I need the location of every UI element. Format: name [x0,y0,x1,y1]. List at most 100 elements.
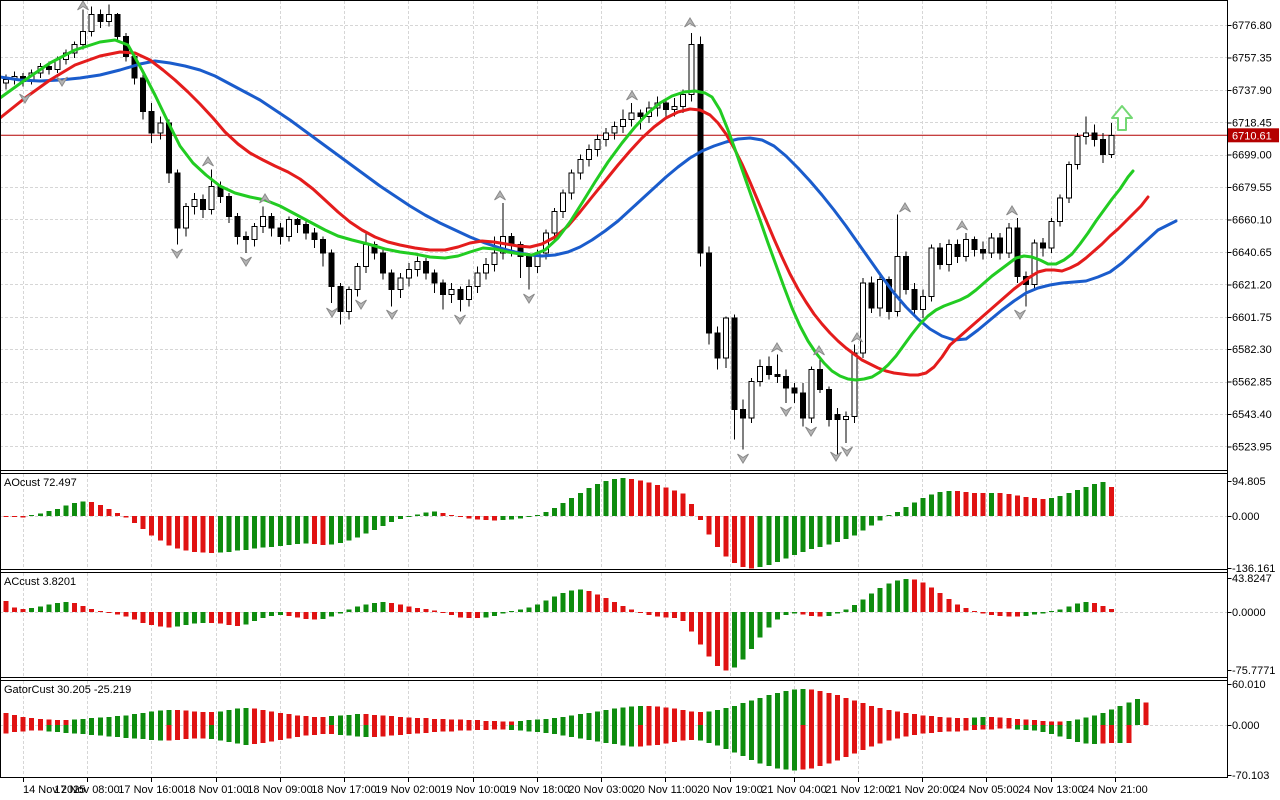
histogram-bar [252,708,258,725]
fractal-down-arrow-icon [355,299,367,310]
histogram-bar [474,725,480,730]
candle [971,239,978,251]
candle [731,317,738,411]
histogram-bar [269,711,275,725]
histogram-bar [123,516,129,518]
histogram-bar [1100,712,1106,725]
histogram-bar [80,718,86,725]
histogram-bar [903,507,909,516]
histogram-bar [1092,725,1098,745]
histogram-bar [209,612,215,623]
histogram-bar [500,612,506,614]
histogram-bar [1014,612,1020,617]
histogram-bar [903,725,909,737]
histogram-bar [552,596,558,612]
histogram-bar [89,718,95,725]
histogram-bar [132,725,138,739]
histogram-bar [97,504,103,516]
fractal-up-arrow-icon [851,332,863,343]
histogram-bar [1032,720,1038,725]
candle [877,279,884,309]
histogram-bar [997,492,1003,516]
histogram-bar [629,706,635,725]
histogram-bar [72,602,78,612]
histogram-bar [209,712,215,725]
histogram-bar [149,725,155,740]
fractal-down-arrow-icon [1014,309,1026,320]
histogram-bar [372,516,378,530]
histogram-bar [149,516,155,536]
histogram-bar [552,718,558,725]
histogram-bar [569,725,575,738]
candle [1082,132,1089,137]
candle [928,247,935,297]
histogram-bar [414,608,420,612]
histogram-bar [723,708,729,725]
histogram-bar [492,720,498,725]
candle [902,255,909,291]
histogram-bar [277,712,283,725]
histogram-bar [132,516,138,523]
histogram-bar [1006,725,1012,729]
histogram-bar [586,591,592,612]
fractal-down-arrow-icon [830,451,842,462]
histogram-bar [577,714,583,725]
histogram-bar [337,612,343,614]
histogram-bar [800,688,806,725]
histogram-bar [97,717,103,725]
histogram-bar [929,725,935,733]
histogram-bar [552,508,558,516]
histogram-bar [346,516,352,541]
histogram-bar [1109,487,1115,516]
fractal-up-arrow-icon [899,202,911,213]
histogram-bar [509,721,515,725]
histogram-bar [1074,603,1080,612]
histogram-bar [243,725,249,745]
histogram-bar [166,725,172,741]
current-price-value: 6710.61 [1232,130,1272,142]
candle [722,317,729,359]
histogram-bar [774,725,780,769]
candle [405,269,412,279]
price-axis-label: 6699.00 [1232,150,1272,162]
histogram-bar [852,725,858,754]
histogram-bar [526,516,532,517]
histogram-bar [320,716,326,725]
histogram-bar [406,516,412,517]
histogram-bar [440,718,446,725]
histogram-bar [260,612,266,619]
histogram-bar [706,516,712,535]
histogram-bar [517,609,523,612]
histogram-bar [132,714,138,725]
time-axis-label: 18 Nov 01:00 [183,784,248,796]
histogram-bar [629,478,635,516]
histogram-bar [526,607,532,612]
histogram-bar [680,493,686,516]
histogram-bar [380,601,386,612]
candle [705,252,712,334]
histogram-bar [723,612,729,671]
histogram-bar [963,718,969,725]
histogram-bar [817,612,823,617]
candle [1048,220,1055,249]
candle [157,122,164,134]
histogram-bar [843,697,849,725]
histogram-bar [654,725,660,745]
histogram-bar [457,612,463,618]
histogram-bar [577,492,583,516]
indicator-axis-label: -136.161 [1232,563,1275,575]
histogram-bar [697,712,703,725]
candle [234,215,241,237]
time-axis-label: 18 Nov 09:00 [247,784,312,796]
candle [602,132,609,141]
histogram-bar [12,516,18,518]
indicator-label-ac: ACcust 3.8201 [4,576,77,588]
histogram-bar [1057,496,1063,516]
histogram-bar [166,710,172,725]
histogram-bar [174,516,180,549]
histogram-bar [612,601,618,612]
price-axis-label: 6601.75 [1232,312,1272,324]
histogram-bar [320,516,326,545]
